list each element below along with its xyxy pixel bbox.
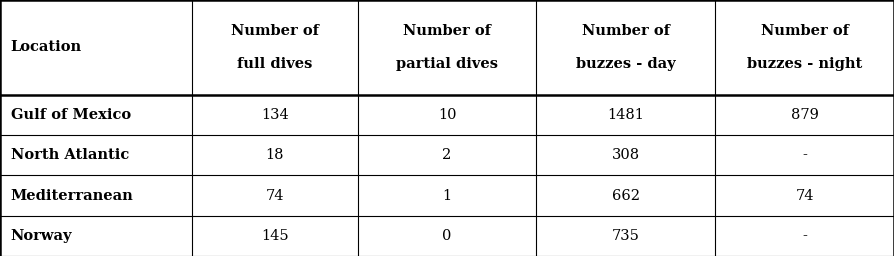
Text: Number of

buzzes - day: Number of buzzes - day <box>576 24 676 71</box>
Text: Mediterranean: Mediterranean <box>11 188 133 202</box>
Text: 1481: 1481 <box>607 108 645 122</box>
Text: 74: 74 <box>266 188 284 202</box>
Text: 662: 662 <box>611 188 640 202</box>
Text: 0: 0 <box>443 229 451 243</box>
Text: Norway: Norway <box>11 229 72 243</box>
Text: 735: 735 <box>611 229 640 243</box>
Text: 2: 2 <box>443 148 451 162</box>
Text: -: - <box>802 148 807 162</box>
Text: 879: 879 <box>790 108 819 122</box>
Text: Number of

partial dives: Number of partial dives <box>396 24 498 71</box>
Text: 18: 18 <box>266 148 284 162</box>
Text: 134: 134 <box>261 108 289 122</box>
Text: Gulf of Mexico: Gulf of Mexico <box>11 108 131 122</box>
Text: Number of

buzzes - night: Number of buzzes - night <box>747 24 862 71</box>
Text: 308: 308 <box>611 148 640 162</box>
Text: 1: 1 <box>443 188 451 202</box>
Text: Location: Location <box>11 40 82 54</box>
Text: 10: 10 <box>438 108 456 122</box>
Text: Number of

full dives: Number of full dives <box>231 24 319 71</box>
Text: 74: 74 <box>796 188 814 202</box>
Text: -: - <box>802 229 807 243</box>
Text: North Atlantic: North Atlantic <box>11 148 129 162</box>
Text: 145: 145 <box>261 229 289 243</box>
